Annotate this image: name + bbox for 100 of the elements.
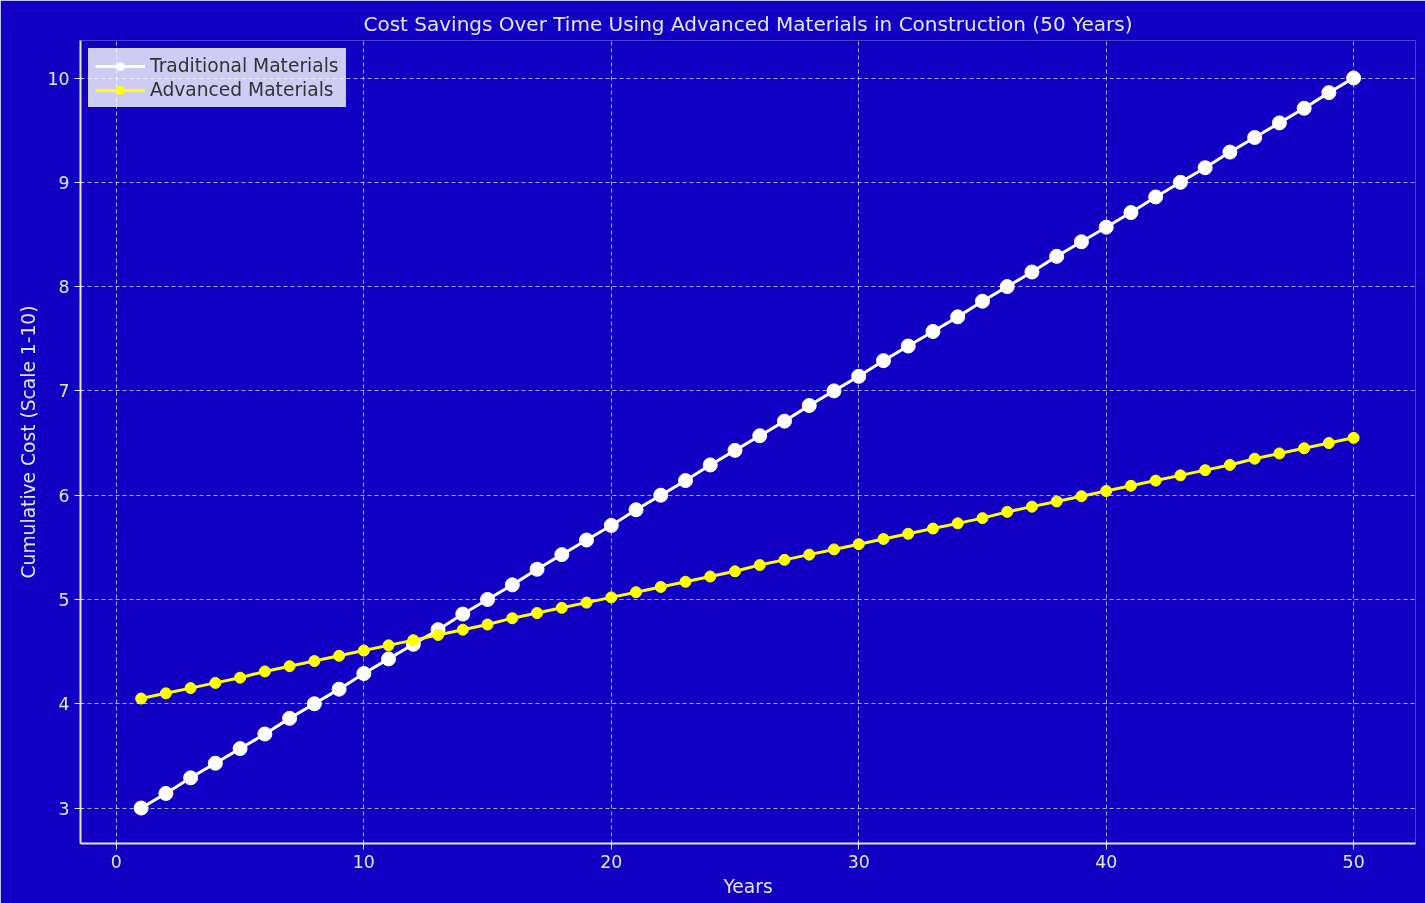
point	[1248, 452, 1261, 465]
y-axis-title: Cumulative Cost (Scale 1-10)	[18, 305, 40, 579]
point	[1199, 464, 1212, 477]
point	[999, 279, 1015, 295]
point	[852, 538, 865, 551]
y-tick-label: 8	[58, 277, 70, 298]
point	[183, 770, 199, 786]
point	[480, 591, 496, 607]
point	[1123, 205, 1139, 221]
point	[1075, 490, 1088, 503]
point	[1124, 479, 1137, 492]
point	[506, 612, 519, 625]
x-tick-label: 10	[352, 851, 375, 872]
point	[826, 383, 842, 399]
point	[258, 665, 271, 678]
point	[135, 692, 148, 705]
point	[331, 681, 347, 697]
point	[306, 696, 322, 712]
point	[1347, 431, 1360, 444]
point	[308, 655, 321, 667]
point	[234, 671, 247, 684]
point	[974, 293, 990, 309]
point	[1222, 144, 1238, 160]
point	[209, 676, 222, 689]
point	[1174, 469, 1187, 482]
point	[531, 607, 544, 620]
point	[653, 487, 669, 503]
point	[554, 547, 570, 563]
point	[1273, 447, 1286, 460]
point	[753, 559, 766, 572]
y-tick-label: 7	[58, 381, 70, 402]
y-tick-label: 4	[58, 694, 70, 715]
point	[1172, 174, 1188, 190]
point	[654, 580, 667, 593]
point	[951, 517, 964, 530]
point	[926, 522, 939, 535]
point	[381, 651, 397, 667]
point	[1247, 130, 1263, 145]
point	[356, 666, 372, 681]
point	[432, 628, 445, 641]
point	[1024, 264, 1040, 280]
point	[752, 428, 768, 444]
point	[529, 561, 545, 577]
point	[580, 596, 593, 609]
point	[283, 660, 296, 673]
point	[1148, 189, 1164, 205]
x-tick-label: 40	[1095, 851, 1118, 872]
point	[455, 606, 471, 622]
point	[1197, 160, 1213, 176]
point	[603, 517, 619, 533]
point	[1271, 115, 1287, 131]
point	[1296, 100, 1312, 116]
x-tick-label: 50	[1342, 851, 1365, 872]
point	[1223, 458, 1236, 471]
point	[976, 512, 989, 525]
x-tick-label: 20	[600, 851, 623, 872]
point	[282, 710, 298, 726]
point	[333, 649, 346, 662]
point	[1025, 500, 1038, 513]
point	[827, 543, 840, 556]
chart-title: Cost Savings Over Time Using Advanced Materials in Construction (50 Years)	[363, 11, 1133, 36]
x-tick-label: 30	[847, 851, 870, 872]
point	[605, 591, 618, 604]
point	[207, 755, 223, 771]
point	[679, 575, 692, 588]
legend-label: Traditional Materials	[150, 55, 339, 76]
point	[729, 565, 742, 578]
point	[900, 338, 916, 354]
point	[1073, 234, 1089, 250]
point	[678, 473, 694, 489]
y-tick-label: 9	[58, 172, 70, 193]
x-axis-title: Years	[722, 875, 773, 897]
point	[628, 502, 644, 518]
point	[778, 553, 791, 566]
point	[579, 532, 595, 548]
point	[877, 533, 890, 545]
point	[925, 323, 941, 339]
point	[1298, 442, 1311, 455]
point	[1149, 474, 1162, 487]
point	[1346, 70, 1362, 86]
y-tick-label: 10	[47, 68, 70, 89]
point	[1098, 219, 1114, 235]
point	[777, 413, 792, 429]
point	[555, 601, 568, 614]
y-tick-label: 3	[58, 798, 70, 819]
point	[950, 309, 966, 325]
point	[902, 527, 915, 540]
point	[257, 726, 273, 742]
point	[232, 741, 248, 757]
point	[803, 548, 816, 561]
point	[1321, 85, 1337, 101]
point	[851, 368, 867, 384]
point	[456, 623, 469, 636]
point	[875, 353, 891, 369]
point	[1001, 505, 1014, 518]
point	[133, 800, 149, 816]
y-tick-label: 6	[58, 485, 70, 506]
point	[357, 644, 370, 657]
point	[407, 634, 420, 647]
point	[504, 577, 520, 593]
